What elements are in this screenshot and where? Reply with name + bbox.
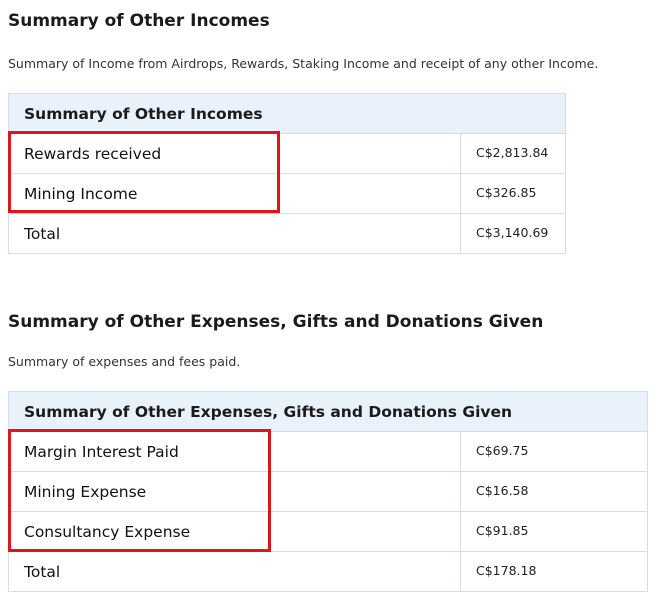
row-amount: C$69.75	[460, 431, 648, 472]
incomes-table-header: Summary of Other Incomes	[8, 93, 566, 134]
row-amount: C$326.85	[460, 173, 566, 214]
table-row: Mining Income C$326.85	[8, 173, 566, 214]
total-amount: C$3,140.69	[460, 213, 566, 254]
row-label: Rewards received	[8, 133, 461, 174]
table-header-row: Summary of Other Incomes	[8, 93, 566, 134]
expenses-section-title: Summary of Other Expenses, Gifts and Don…	[8, 312, 544, 332]
expenses-section-description: Summary of expenses and fees paid.	[8, 354, 241, 369]
table-row: Rewards received C$2,813.84	[8, 133, 566, 174]
row-label: Consultancy Expense	[8, 511, 461, 552]
table-row-total: Total C$178.18	[8, 551, 648, 592]
incomes-section-description: Summary of Income from Airdrops, Rewards…	[8, 56, 599, 71]
row-amount: C$91.85	[460, 511, 648, 552]
row-amount: C$2,813.84	[460, 133, 566, 174]
incomes-summary-table: Summary of Other Incomes Rewards receive…	[8, 93, 566, 254]
table-row: Margin Interest Paid C$69.75	[8, 431, 648, 472]
row-label: Margin Interest Paid	[8, 431, 461, 472]
total-amount: C$178.18	[460, 551, 648, 592]
table-row: Mining Expense C$16.58	[8, 471, 648, 512]
table-row-total: Total C$3,140.69	[8, 213, 566, 254]
total-label: Total	[8, 213, 461, 254]
row-label: Mining Expense	[8, 471, 461, 512]
expenses-table-header: Summary of Other Expenses, Gifts and Don…	[8, 391, 648, 432]
expenses-summary-table: Summary of Other Expenses, Gifts and Don…	[8, 391, 648, 592]
table-row: Consultancy Expense C$91.85	[8, 511, 648, 552]
row-amount: C$16.58	[460, 471, 648, 512]
incomes-section-title: Summary of Other Incomes	[8, 11, 270, 31]
total-label: Total	[8, 551, 461, 592]
row-label: Mining Income	[8, 173, 461, 214]
table-header-row: Summary of Other Expenses, Gifts and Don…	[8, 391, 648, 432]
